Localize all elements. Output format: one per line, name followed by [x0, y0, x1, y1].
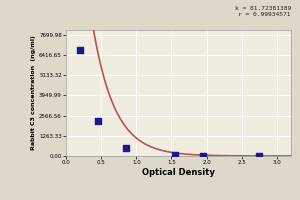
Point — [123, 147, 128, 150]
X-axis label: Optical Density: Optical Density — [142, 168, 215, 177]
Point — [172, 153, 177, 157]
Point — [257, 154, 262, 157]
Y-axis label: Rabbit C3 concentration  (ng/ml): Rabbit C3 concentration (ng/ml) — [31, 36, 36, 150]
Point — [201, 154, 206, 157]
Point — [78, 49, 82, 52]
Point — [95, 120, 100, 123]
Text: k = 81.72381389
r = 0.99934571: k = 81.72381389 r = 0.99934571 — [235, 6, 291, 17]
